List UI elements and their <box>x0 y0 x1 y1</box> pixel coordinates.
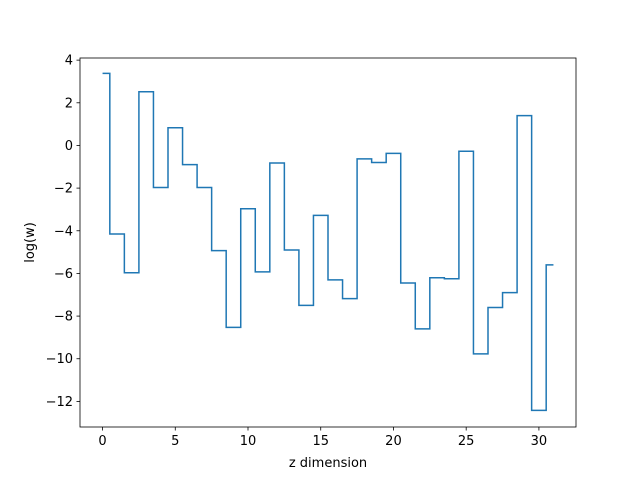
y-axis-ticks: 4 2 0 −2 −4 −6 −8 −10 −12 <box>46 54 80 410</box>
series-layer <box>102 72 554 412</box>
x-tick-label: 10 <box>240 434 257 449</box>
x-axis-ticks: 0 5 10 15 20 25 30 <box>98 427 547 449</box>
x-tick-label: 0 <box>98 434 106 449</box>
x-tick-label: 15 <box>312 434 329 449</box>
series-line-0 <box>102 72 554 412</box>
x-tick-label: 30 <box>531 434 548 449</box>
y-tick-label: −8 <box>54 310 73 325</box>
y-tick-label: −4 <box>54 224 73 239</box>
x-tick-label: 5 <box>171 434 179 449</box>
y-tick-label: −10 <box>46 352 73 367</box>
y-tick-label: −6 <box>54 267 73 282</box>
x-tick-label: 25 <box>458 434 475 449</box>
y-tick-label: −2 <box>54 182 73 197</box>
axes-spines <box>79 57 577 428</box>
x-axis-label: z dimension <box>289 456 367 471</box>
y-tick-label: 2 <box>65 96 73 111</box>
y-axis-label: log(w) <box>23 222 38 263</box>
axes-frame <box>79 57 577 428</box>
y-tick-label: −12 <box>46 395 73 410</box>
x-tick-label: 20 <box>385 434 402 449</box>
y-tick-label: 4 <box>65 54 73 69</box>
y-tick-label: 0 <box>65 139 73 154</box>
